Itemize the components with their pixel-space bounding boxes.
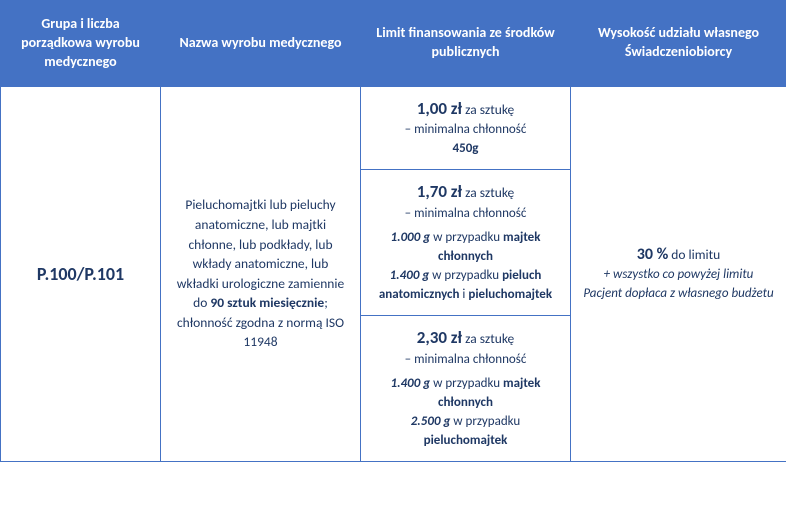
limit-1-price: 1,00 zł xyxy=(417,98,462,119)
limit-cell-2: 1,70 zł za sztukę – minimalna chłonność … xyxy=(361,170,571,316)
limit-3-d2-b: pieluchomajtek xyxy=(424,433,508,448)
limit-2-d1-txt: w przypadku xyxy=(430,230,503,245)
limit-3-d1-val: 1.400 g xyxy=(391,376,431,391)
share-pct-line: 30 % do limitu xyxy=(583,243,774,266)
header-name: Nazwa wyrobu medycznego xyxy=(161,1,361,87)
limit-3-d2-txt: w przypadku xyxy=(450,414,520,429)
limit-3-d1-txt: w przypadku xyxy=(430,376,503,391)
limit-1-detail: 450g xyxy=(373,140,558,159)
share-cell: 30 % do limitu + wszystko co powyżej lim… xyxy=(571,86,786,461)
limit-2-price-line: 1,70 zł za sztukę xyxy=(373,180,558,205)
table: Grupa i liczba porządkowa wyrobu medyczn… xyxy=(0,0,786,462)
limit-2-d1-val: 1.000 g xyxy=(391,230,431,245)
limit-3-per: za sztukę xyxy=(462,330,514,347)
row-1: P.100/P.101 Pieluchomajtki lub pieluchy … xyxy=(1,86,786,169)
limit-3-price-line: 2,30 zł za sztukę xyxy=(373,326,558,351)
header-limit: Limit finansowania ze środków publicznyc… xyxy=(361,1,571,87)
limit-cell-3: 2,30 zł za sztukę – minimalna chłonność … xyxy=(361,315,571,461)
limit-2-price: 1,70 zł xyxy=(417,181,462,202)
limit-2-per: za sztukę xyxy=(462,184,514,201)
limit-1-min: – minimalna chłonność xyxy=(373,121,558,140)
product-description: Pieluchomajtki lub pieluchy anatomiczne,… xyxy=(161,86,361,461)
limit-2-d2-val: 1.400 g xyxy=(390,268,430,283)
limit-2-d2-b2: pieluchomajtek xyxy=(468,287,552,302)
limit-3-d1: 1.400 g w przypadku majtek chłonnych xyxy=(373,375,558,413)
limit-1-price-line: 1,00 zł za sztukę xyxy=(373,97,558,122)
limit-3-d2: 2.500 g w przypadku pieluchomajtek xyxy=(373,413,558,451)
limit-3-d2-val: 2.500 g xyxy=(411,414,451,429)
header-row: Grupa i liczba porządkowa wyrobu medyczn… xyxy=(1,1,786,87)
limit-2-min: – minimalna chłonność xyxy=(373,205,558,224)
limit-3-price: 2,30 zł xyxy=(417,327,462,348)
product-code: P.100/P.101 xyxy=(1,86,161,461)
share-pct: 30 % xyxy=(637,245,669,264)
limit-2-d2: 1.400 g w przypadku pieluch anatomicznyc… xyxy=(373,267,558,305)
desc-qty: 90 sztuk miesięcznie xyxy=(210,294,324,311)
share-pct-txt: do limitu xyxy=(668,246,720,263)
limit-2-d1: 1.000 g w przypadku majtek chłonnych xyxy=(373,229,558,267)
limit-2-d2-txt: w przypadku xyxy=(429,268,502,283)
limit-1-detail-val: 450g xyxy=(453,141,479,156)
limit-3-min: – minimalna chłonność xyxy=(373,351,558,370)
limit-cell-1: 1,00 zł za sztukę – minimalna chłonność … xyxy=(361,86,571,169)
financing-table: Grupa i liczba porządkowa wyrobu medyczn… xyxy=(0,0,786,462)
header-share: Wysokość udziału własnego Świadczeniobio… xyxy=(571,1,786,87)
header-group: Grupa i liczba porządkowa wyrobu medyczn… xyxy=(1,1,161,87)
limit-1-per: za sztukę xyxy=(462,101,514,118)
share-note: + wszystko co powyżej limitu Pacjent dop… xyxy=(583,266,774,304)
